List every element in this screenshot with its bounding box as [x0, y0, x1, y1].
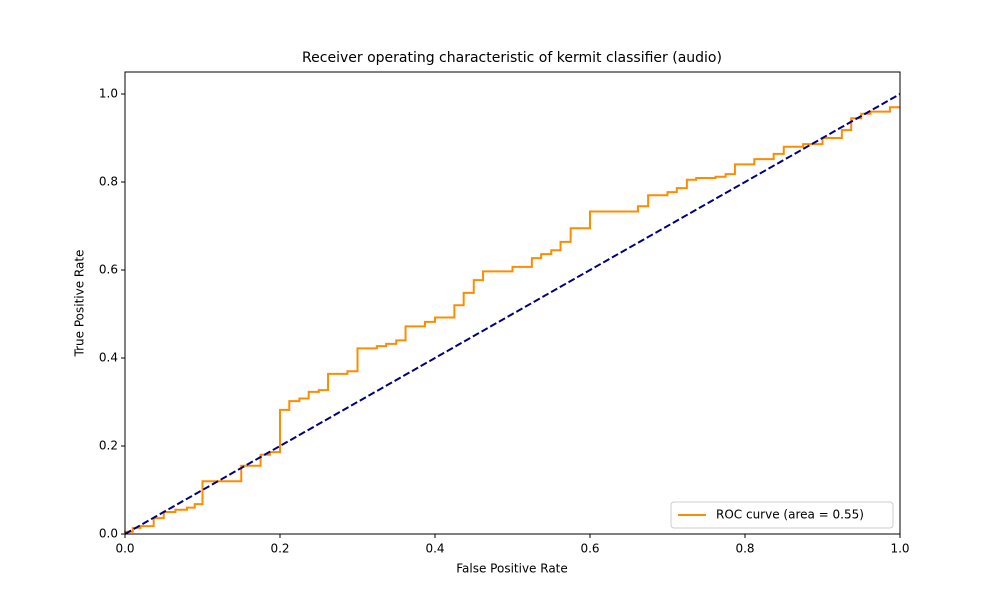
y-tick-label: 0.2 [99, 439, 118, 453]
y-tick-label: 1.0 [99, 87, 118, 101]
x-tick-label: 0.8 [735, 542, 754, 556]
x-tick-label: 1.0 [890, 542, 909, 556]
reference-line [124, 93, 901, 535]
y-axis-label: True Positive Rate [73, 250, 87, 358]
legend-box [670, 501, 894, 529]
plot-frame [124, 71, 901, 535]
roc-curve [124, 106, 900, 534]
x-axis-label: False Positive Rate [456, 562, 568, 576]
x-tick-label: 0.2 [270, 542, 289, 556]
legend-label: ROC curve (area = 0.55) [716, 508, 864, 522]
y-tick-label: 0.4 [99, 351, 118, 365]
x-tick-label: 0.6 [580, 542, 599, 556]
y-tick-label: 0.0 [99, 527, 118, 541]
y-tick-label: 0.6 [99, 263, 118, 277]
x-tick-label: 0.4 [425, 542, 444, 556]
chart-title: Receiver operating characteristic of ker… [302, 50, 722, 66]
x-tick-label: 0.0 [115, 542, 134, 556]
y-tick-label: 0.8 [99, 175, 118, 189]
